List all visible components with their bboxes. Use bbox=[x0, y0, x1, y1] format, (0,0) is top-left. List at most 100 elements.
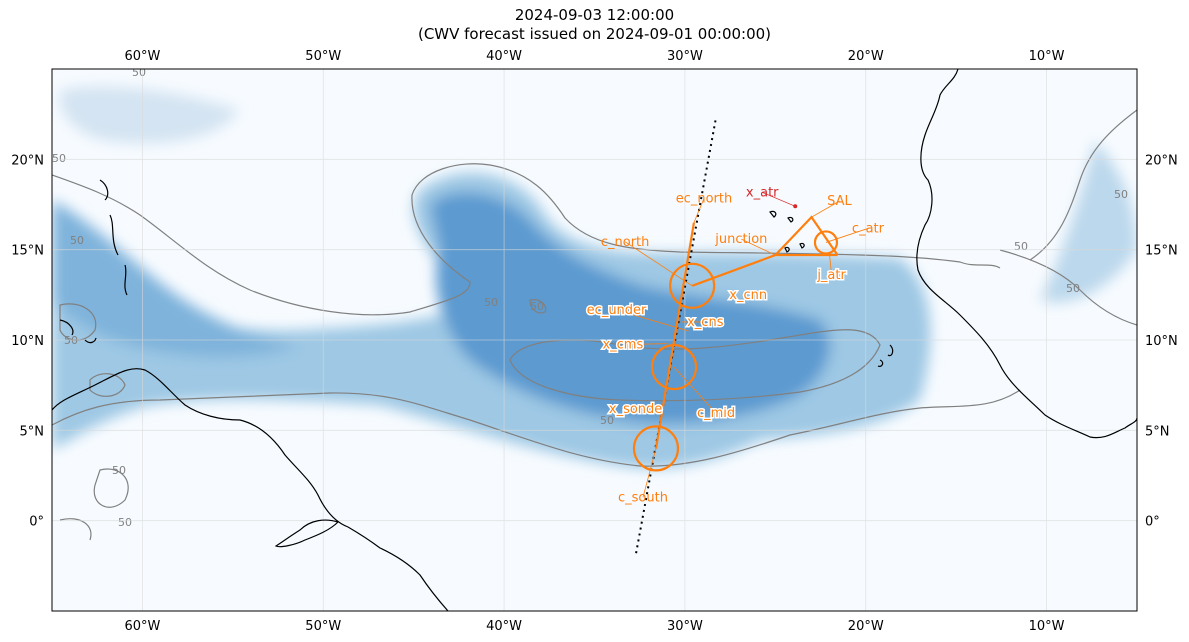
contour-south bbox=[52, 389, 1021, 467]
contour-label: 50 bbox=[484, 296, 498, 309]
flight-leg-south-north bbox=[654, 222, 696, 449]
lon-tick-label-bottom: 10°W bbox=[1029, 619, 1065, 634]
lon-tick-label-top: 40°W bbox=[486, 49, 522, 64]
contour-label: 50 bbox=[530, 300, 544, 313]
contour-sw-b bbox=[59, 518, 92, 541]
lat-tick-label-left: 20°N bbox=[11, 153, 44, 168]
lon-tick-label-bottom: 30°W bbox=[667, 619, 703, 634]
contour-label: 50 bbox=[132, 66, 146, 79]
leader-ec_under bbox=[616, 309, 689, 332]
leader-x_atr bbox=[762, 191, 796, 207]
label-x_atr: x_atr bbox=[746, 185, 779, 200]
contour-label: 50 bbox=[70, 234, 84, 247]
contour-label: 50 bbox=[118, 516, 132, 529]
lon-tick-label-top: 10°W bbox=[1029, 49, 1065, 64]
contour-label: 50 bbox=[1066, 282, 1080, 295]
cwv-band-core bbox=[430, 192, 830, 424]
map-title-subtitle: (CWV forecast issued on 2024-09-01 00:00… bbox=[417, 25, 772, 43]
contour-label: 50 bbox=[600, 414, 614, 427]
contour-west-loop bbox=[59, 303, 97, 341]
contour-east-a bbox=[1029, 109, 1137, 261]
label-junction: junction bbox=[714, 232, 767, 247]
lat-tick-label-right: 15°N bbox=[1145, 244, 1178, 259]
map-title-date: 2024-09-03 12:00:00 bbox=[514, 6, 675, 24]
lon-tick-label-top: 30°W bbox=[667, 49, 703, 64]
coast-bijagos bbox=[877, 344, 894, 367]
coast-south-america bbox=[52, 368, 449, 611]
contour-label: 50 bbox=[1114, 188, 1128, 201]
coastlines bbox=[52, 69, 1137, 611]
coast-africa bbox=[916, 69, 1137, 439]
lon-tick-label-bottom: 50°W bbox=[305, 619, 341, 634]
label-c_north: c_north bbox=[601, 235, 650, 250]
leader-c_atr bbox=[825, 228, 869, 243]
cwv-east-patch bbox=[1040, 140, 1137, 303]
flight-circle-c_north bbox=[669, 262, 716, 309]
flight-circle-c_south bbox=[632, 425, 680, 472]
cwv-west-patch bbox=[59, 86, 241, 144]
cwv-field: 50 50 50 50 50 50 50 50 50 50 50 50 bbox=[52, 66, 1137, 611]
lat-tick-label-right: 20°N bbox=[1145, 153, 1178, 168]
flight-circle-c_atr bbox=[813, 230, 839, 255]
lat-tick-label-right: 10°N bbox=[1145, 334, 1178, 349]
contour-label: 50 bbox=[1014, 240, 1028, 253]
contour-label: 50 bbox=[64, 334, 78, 347]
cwv-band-west bbox=[52, 200, 300, 357]
contour-north bbox=[52, 163, 1001, 316]
label-x_cnn: x_cnn bbox=[729, 288, 767, 303]
lon-tick-label-top: 60°W bbox=[124, 49, 160, 64]
coast-cabo-verde bbox=[769, 210, 805, 253]
lon-tick-label-top: 20°W bbox=[848, 49, 884, 64]
gridlines bbox=[52, 69, 1137, 611]
coast-antilles bbox=[59, 179, 128, 344]
leader-c_mid bbox=[673, 366, 717, 414]
leader-x_cms bbox=[622, 343, 667, 346]
lat-tick-label-left: 10°N bbox=[11, 334, 44, 349]
label-x_sonde: x_sonde bbox=[609, 402, 662, 417]
contour-label: 50 bbox=[112, 464, 126, 477]
axis-ticks: 60°W 60°W 50°W 50°W 40°W 40°W 30°W 30°W 20°W 20°W… bbox=[11, 49, 1178, 634]
lon-tick-label-bottom: 40°W bbox=[486, 619, 522, 634]
lat-tick-label-left: 0° bbox=[29, 515, 44, 530]
label-c_mid: c_mid bbox=[697, 406, 735, 421]
leader-SAL bbox=[811, 200, 840, 218]
label-x_cms: x_cms bbox=[602, 338, 643, 353]
contour-label: 50 bbox=[52, 152, 66, 165]
map-frame bbox=[51, 68, 1138, 612]
contour-sw bbox=[93, 468, 129, 508]
label-SAL: SAL bbox=[827, 194, 852, 209]
satellite-track bbox=[635, 119, 717, 554]
leader-ec_north bbox=[693, 198, 705, 223]
flight-circle-c_mid bbox=[650, 344, 698, 391]
contour-inner-loop bbox=[509, 329, 881, 402]
leader-junction bbox=[741, 238, 776, 256]
contour-labels: 50 50 50 50 50 50 50 50 50 50 50 50 bbox=[52, 66, 1128, 529]
label-j_atr: j_atr bbox=[816, 268, 846, 283]
lat-tick-label-left: 15°N bbox=[11, 244, 44, 259]
x_atr-marker bbox=[793, 204, 798, 209]
leader-c_north bbox=[624, 241, 693, 287]
label-x_cns: x_cns bbox=[687, 315, 724, 330]
leader-c_south bbox=[642, 448, 657, 498]
leader-x_sonde bbox=[635, 406, 660, 410]
cwv-contours-50 bbox=[52, 109, 1137, 541]
lat-tick-label-right: 0° bbox=[1145, 515, 1160, 530]
coast-amazon-islands bbox=[274, 519, 340, 548]
contour-cv bbox=[529, 299, 547, 314]
lon-tick-label-bottom: 60°W bbox=[124, 619, 160, 634]
contour-east-b bbox=[999, 249, 1137, 326]
lon-tick-label-top: 50°W bbox=[305, 49, 341, 64]
label-ec_north: ec_north bbox=[676, 192, 733, 207]
label-c_atr: c_atr bbox=[852, 221, 885, 236]
label-c_south: c_south bbox=[618, 490, 668, 505]
lat-tick-label-right: 5°N bbox=[1145, 424, 1170, 439]
flight-leg-north-junction bbox=[691, 254, 776, 287]
lon-tick-label-bottom: 20°W bbox=[848, 619, 884, 634]
label-ec_under: ec_under bbox=[587, 303, 647, 318]
map-title: 2024-09-03 12:00:00 (CWV forecast issued… bbox=[52, 6, 1137, 44]
contour-caribbean bbox=[89, 373, 126, 397]
lat-tick-label-left: 5°N bbox=[20, 424, 45, 439]
leader-j_atr bbox=[829, 255, 832, 276]
